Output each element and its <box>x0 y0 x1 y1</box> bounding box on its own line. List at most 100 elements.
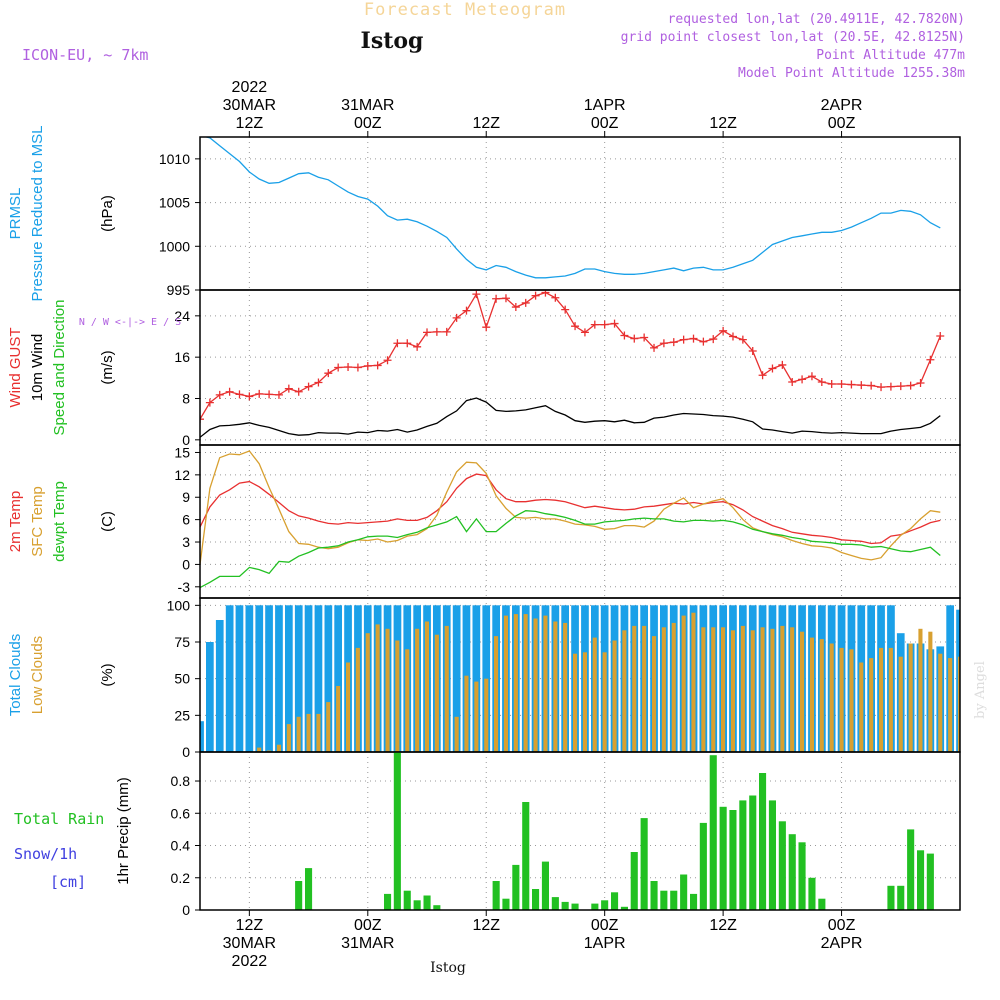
bar-total-rain <box>808 877 816 910</box>
time-label-year: 2022 <box>232 953 268 970</box>
bar-low-clouds <box>701 627 706 752</box>
gust-marker <box>344 362 353 371</box>
bar-low-clouds <box>257 747 262 752</box>
bar-total-rain <box>926 853 934 910</box>
unit-label: (m/s) <box>99 350 116 384</box>
gust-marker <box>541 290 550 297</box>
bar-low-clouds <box>829 643 834 752</box>
bar-low-clouds <box>316 713 321 752</box>
panel-data <box>200 450 941 589</box>
gust-marker <box>284 384 293 393</box>
time-label-hour: 12Z <box>236 917 264 934</box>
bar-low-clouds <box>346 662 351 752</box>
y-tick-label: 995 <box>167 282 191 298</box>
product-title: Forecast Meteogram <box>364 0 566 20</box>
bar-total-rain <box>640 818 648 910</box>
bar-low-clouds <box>918 628 923 752</box>
gust-marker <box>837 380 846 389</box>
time-label-hour: 12Z <box>709 917 737 934</box>
time-label-hour: 12Z <box>472 917 500 934</box>
gust-marker <box>650 343 659 352</box>
y-tick-label: 0 <box>182 902 190 918</box>
bar-total-rain <box>502 898 510 910</box>
panel-temperature: -3 0 3 6 9 12 15 (C) 2m Temp SFC Temp dewpt Temp <box>7 444 961 599</box>
bar-low-clouds <box>898 656 903 752</box>
bar-total-rain <box>729 810 737 910</box>
y-tick-label: 0.6 <box>171 805 191 821</box>
gust-marker <box>630 334 639 343</box>
panel-data <box>203 137 941 279</box>
bar-low-clouds <box>494 636 499 752</box>
point-altitude: Point Altitude 477m <box>816 48 965 63</box>
gust-marker <box>699 337 708 346</box>
time-label-hour: 00Z <box>354 115 382 132</box>
gust-marker <box>324 369 333 378</box>
bar-low-clouds <box>444 625 449 752</box>
bar-total-clouds <box>452 605 461 752</box>
bar-total-rain <box>305 868 313 910</box>
bar-low-clouds <box>642 625 647 752</box>
panel-pressure: 995 1000 1005 1010 (hPa) PRMSL Pressure Reduce… <box>7 126 961 301</box>
bar-total-rain <box>660 890 668 910</box>
bar-low-clouds <box>622 630 627 752</box>
time-label-date: 30MAR <box>223 935 276 952</box>
unit-label: (%) <box>99 663 116 686</box>
gust-marker <box>817 377 826 386</box>
gust-marker <box>590 320 599 329</box>
bar-total-rain <box>759 773 767 910</box>
bar-total-rain <box>571 903 579 910</box>
bar-low-clouds <box>395 640 400 752</box>
bar-low-clouds <box>770 628 775 752</box>
bar-low-clouds <box>780 625 785 752</box>
bar-total-rain <box>917 850 925 910</box>
bar-low-clouds <box>503 615 508 752</box>
y-tick-label: 24 <box>174 308 190 324</box>
gust-marker <box>304 382 313 391</box>
y-tick-label: 0 <box>182 744 190 760</box>
gust-marker <box>442 327 451 336</box>
bar-total-rain <box>690 893 698 910</box>
bar-low-clouds <box>553 621 558 752</box>
bar-low-clouds <box>661 627 666 752</box>
bar-low-clouds <box>306 713 311 752</box>
gust-marker <box>867 381 876 390</box>
bar-total-rain <box>907 829 915 910</box>
bar-total-clouds <box>472 605 481 752</box>
bar-total-rain <box>611 892 619 910</box>
gust-marker <box>748 346 757 355</box>
bar-total-rain <box>699 822 707 910</box>
bar-total-rain <box>591 903 599 910</box>
bar-total-rain <box>719 806 727 910</box>
gust-marker <box>906 381 915 390</box>
panel-wind: 0 8 16 24 (m/s) Wind GUST 10m Wind Speed and Di… <box>7 289 961 448</box>
gust-marker <box>462 306 471 315</box>
bar-low-clouds <box>405 649 410 752</box>
gust-marker <box>600 320 609 329</box>
gust-marker <box>245 392 254 401</box>
gust-marker <box>936 331 945 340</box>
series-line-prmsl <box>203 137 941 279</box>
gust-marker <box>561 305 570 314</box>
y-tick-label: 1000 <box>159 238 190 254</box>
bar-low-clouds <box>879 647 884 752</box>
gust-marker <box>452 313 461 322</box>
bar-total-clouds <box>206 642 214 752</box>
bar-total-rain <box>295 881 303 910</box>
gridpoint-location: grid point closest lon,lat (20.5E, 42.81… <box>621 30 965 45</box>
unit-label: (hPa) <box>99 195 116 232</box>
bar-low-clouds <box>474 681 479 752</box>
bar-low-clouds <box>839 647 844 752</box>
gust-marker <box>659 339 668 348</box>
bar-low-clouds <box>355 647 360 752</box>
gust-marker <box>847 380 856 389</box>
time-label-date: 31MAR <box>341 935 394 952</box>
requested-location: requested lon,lat (20.4911E, 42.7820N) <box>668 12 965 27</box>
bar-low-clouds <box>740 625 745 752</box>
y-tick-label: 50 <box>174 671 190 687</box>
time-label-hour: 00Z <box>828 917 856 934</box>
bar-low-clouds <box>543 615 548 752</box>
bar-total-rain <box>384 893 392 910</box>
